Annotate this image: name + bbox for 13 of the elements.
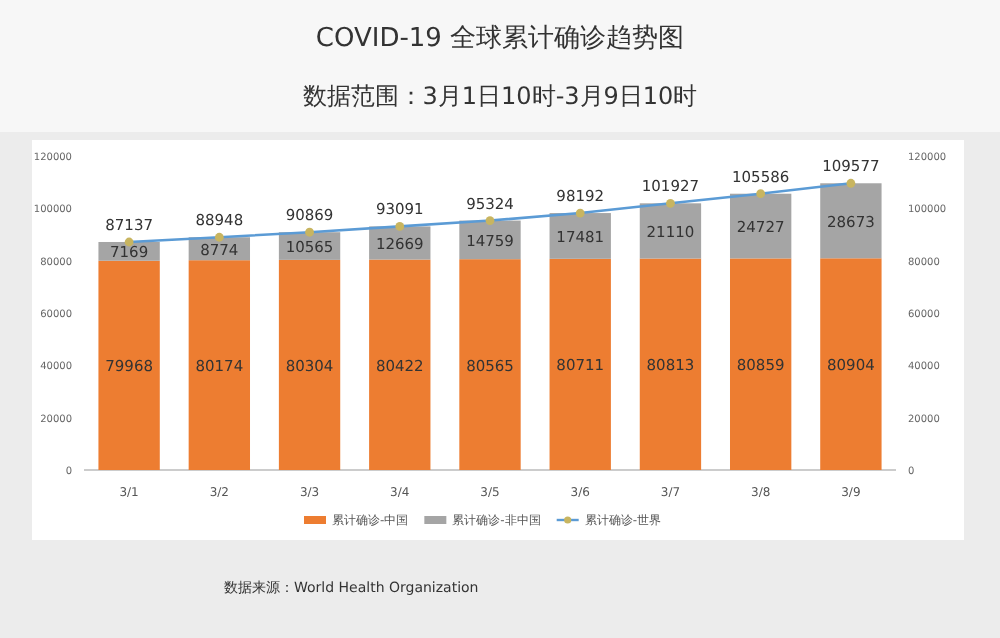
bar [729, 258, 792, 470]
bar [549, 258, 611, 470]
bar [369, 259, 431, 470]
bar [820, 258, 882, 470]
bar [278, 259, 341, 470]
bar [639, 203, 702, 259]
bar [639, 258, 702, 470]
bar [188, 260, 251, 470]
bar [820, 183, 882, 259]
chart-title: COVID-19 全球累计确诊趋势图 [315, 24, 685, 54]
bar [98, 260, 160, 470]
chart-subtitle: 数据范围：3月1日10时-3月9日10时 [302, 82, 698, 110]
bar [459, 259, 521, 470]
